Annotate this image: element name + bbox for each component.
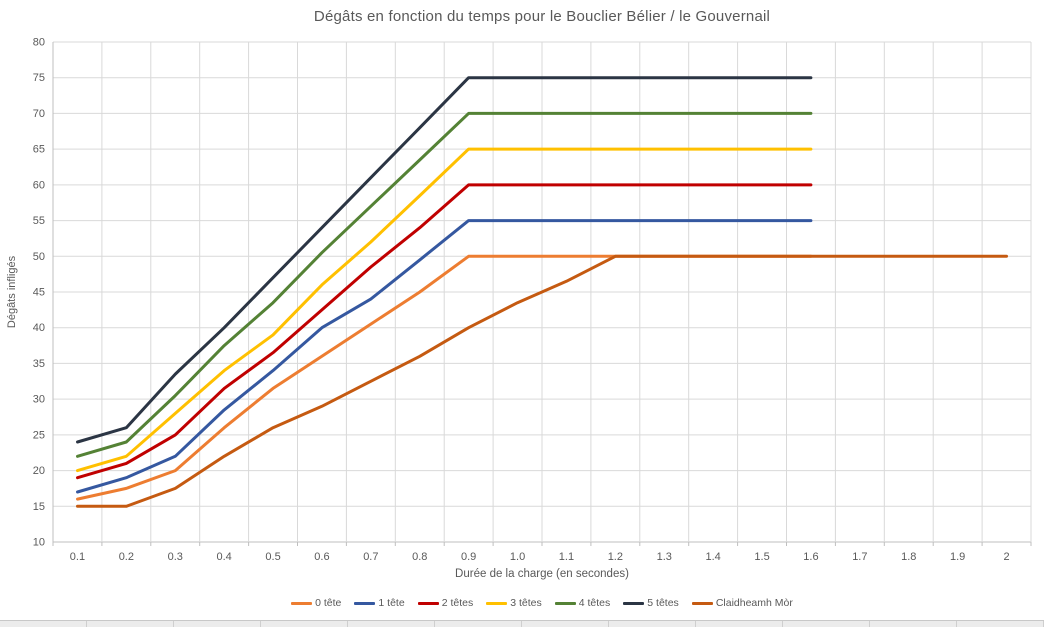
axis-tick-labels: 10 15 20 25 30 35 40 45 50 55 60 65 70 75 80 0.1 0.2 0.3 0… [33,37,1010,564]
x-tick-label: 0.8 [412,551,427,563]
legend-item: 3 têtes [486,597,542,609]
y-tick-label: 20 [33,465,45,477]
legend-item: 5 têtes [623,597,679,609]
series-line-claidheamh-mòr [76,254,1008,508]
y-tick-label: 80 [33,37,45,49]
x-tick-label: 1.5 [754,551,769,563]
x-tick-label: 0.9 [461,551,476,563]
chart-legend: 0 tête 1 tête 2 têtes 3 têtes 4 têtes 5 têtes… [53,597,1031,609]
x-tick-label: 1.4 [706,551,721,563]
legend-swatch [554,601,576,605]
legend-label: 1 tête [378,597,405,609]
series-lines [76,76,1008,508]
x-tick-label: 2 [1003,551,1009,563]
series-line-4-têtes [76,111,813,458]
legend-item: Claidheamh Mòr [691,597,793,609]
series-line-3-têtes [76,147,813,473]
series-line-1-tête [76,219,813,494]
x-tick-label: 0.6 [314,551,329,563]
y-tick-label: 45 [33,287,45,299]
legend-swatch [417,601,439,605]
legend-item: 1 tête [354,597,405,609]
x-axis-title: Durée de la charge (en secondes) [455,568,629,580]
y-tick-label: 35 [33,358,45,370]
x-tick-label: 1.7 [852,551,867,563]
y-tick-label: 10 [33,537,45,549]
legend-swatch [354,601,376,605]
x-tick-label: 0.4 [217,551,232,563]
x-tick-label: 1.2 [608,551,623,563]
y-tick-label: 25 [33,429,45,441]
legend-swatch [691,601,713,605]
y-tick-label: 65 [33,144,45,156]
legend-swatch [291,601,313,605]
legend-label: 5 têtes [647,597,679,609]
legend-label: 0 tête [315,597,342,609]
legend-label: 4 têtes [578,597,611,609]
x-tick-label: 0.5 [265,551,280,563]
spreadsheet-row-strip [0,620,1044,627]
chart-plot-area: 10 15 20 25 30 35 40 45 50 55 60 65 70 75 80 0.1 0.2 0.3 0… [33,37,1032,564]
x-tick-label: 1.1 [559,551,574,563]
axes [52,542,1032,546]
legend-swatch [623,601,645,605]
y-tick-label: 70 [33,108,45,120]
legend-label: 2 têtes [441,597,474,609]
x-tick-label: 0.3 [168,551,183,563]
legend-item: 0 tête [291,597,341,609]
x-tick-label: 1.3 [657,551,672,563]
y-tick-label: 30 [33,394,45,406]
series-line-5-têtes [76,76,813,444]
x-tick-label: 0.7 [363,551,378,563]
x-tick-label: 1.0 [510,551,525,563]
y-tick-label: 60 [33,179,45,191]
series-line-2-têtes [76,183,813,480]
x-tick-label: 0.1 [70,551,85,563]
legend-item: 2 têtes [417,597,474,609]
y-tick-label: 75 [33,72,45,84]
x-tick-label: 1.9 [950,551,965,563]
y-tick-label: 55 [33,215,45,227]
y-tick-label: 50 [33,251,45,263]
x-tick-label: 1.8 [901,551,916,563]
x-tick-label: 1.6 [803,551,818,563]
x-tick-label: 0.2 [119,551,134,563]
chart-title: Dégâts en fonction du temps pour le Bouc… [313,8,771,25]
y-axis-title: Dégâts infligés [6,255,18,329]
legend-label: 3 têtes [510,597,542,609]
legend-label: Claidheamh Mòr [715,597,793,609]
legend-item: 4 têtes [554,597,611,609]
legend-swatch [486,601,508,605]
y-tick-label: 15 [33,501,45,513]
y-tick-label: 40 [33,322,45,334]
